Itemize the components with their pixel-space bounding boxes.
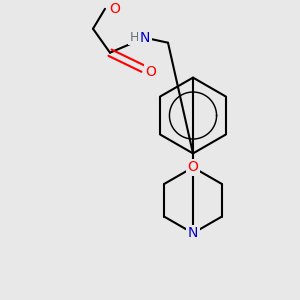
Text: O: O <box>146 64 156 79</box>
Text: N: N <box>140 31 150 45</box>
Text: O: O <box>188 160 198 174</box>
Text: O: O <box>110 2 120 16</box>
Text: N: N <box>188 226 198 240</box>
Text: H: H <box>129 31 139 44</box>
